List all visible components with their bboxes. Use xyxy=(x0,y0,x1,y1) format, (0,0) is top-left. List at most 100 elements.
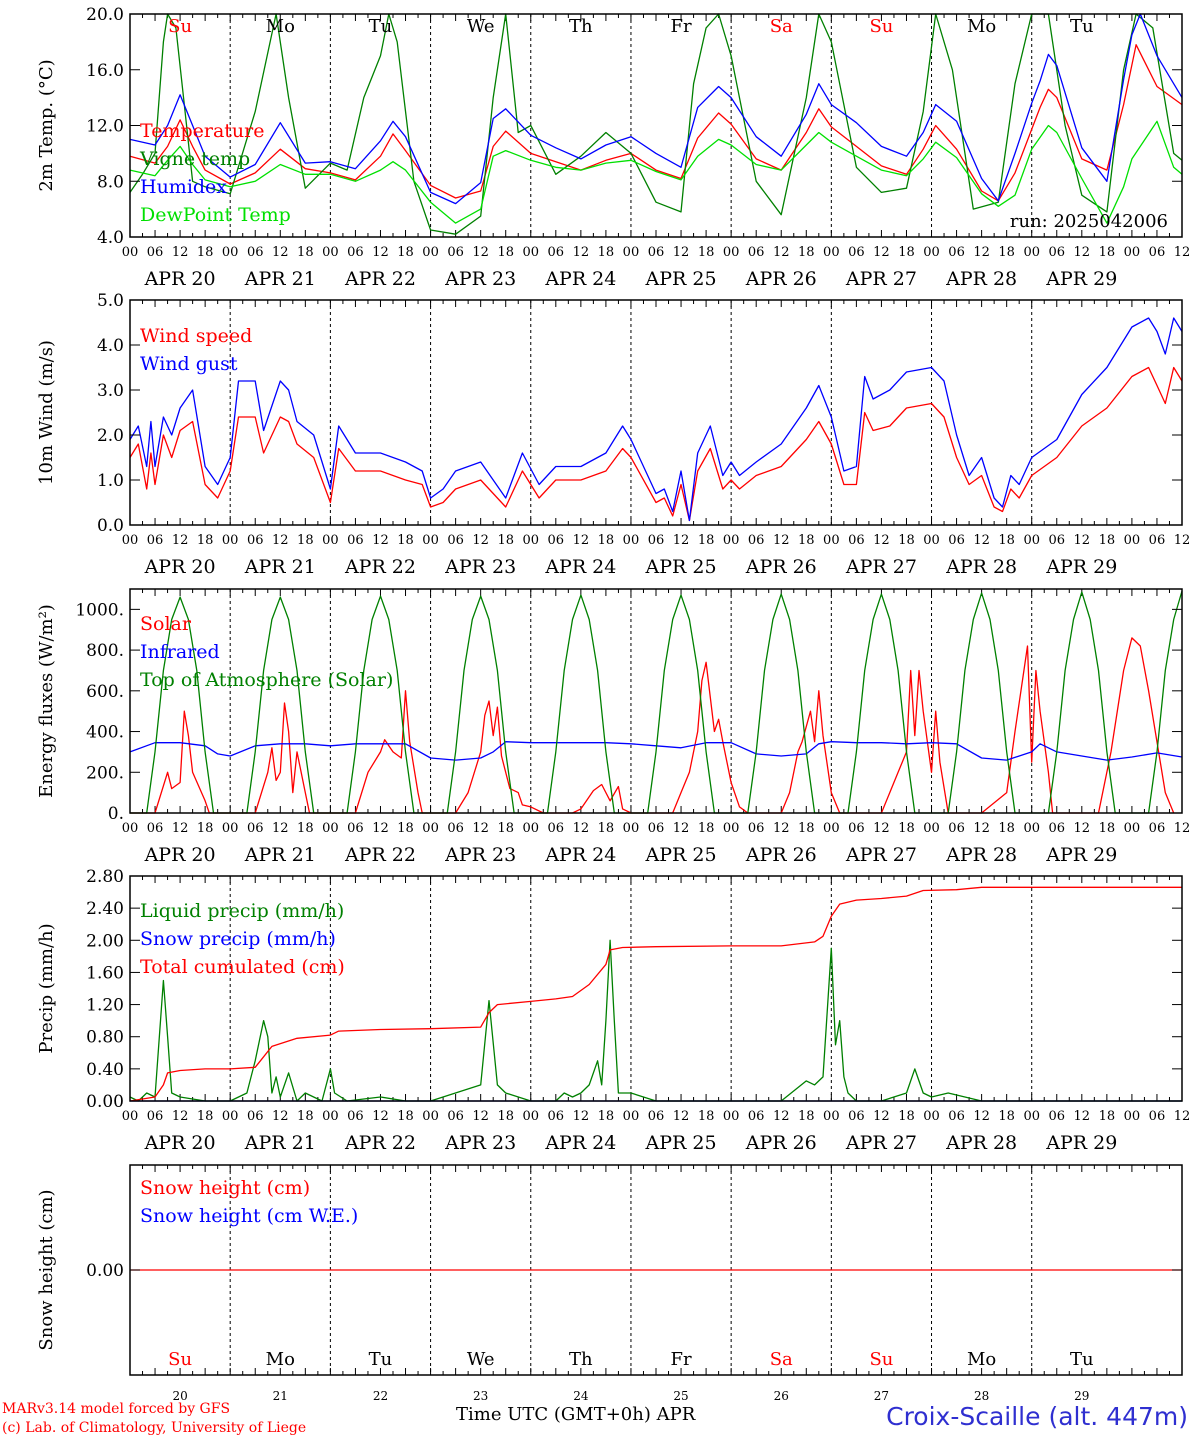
weekday-label: Sa xyxy=(770,16,793,37)
hour-tick-label: 06 xyxy=(1149,1109,1166,1124)
legend-entry: Wind gust xyxy=(140,353,238,375)
hour-tick-label: 00 xyxy=(322,1109,339,1124)
hour-tick-label: 06 xyxy=(1149,533,1166,548)
weekday-label: Mo xyxy=(967,16,996,37)
weekday-label: Su xyxy=(168,16,192,37)
hour-tick-label: 00 xyxy=(723,245,740,260)
hour-tick-label: 06 xyxy=(447,245,464,260)
legend-entry: Solar xyxy=(140,613,192,635)
series-line-top-of-atmosphere-solar- xyxy=(130,590,1183,814)
weekday-label: Fr xyxy=(671,1349,692,1370)
day-label: APR 26 xyxy=(745,1132,817,1154)
hour-tick-label: 18 xyxy=(798,533,815,548)
hour-tick-label: 00 xyxy=(222,821,239,836)
hour-tick-label: 06 xyxy=(147,533,164,548)
hour-tick-label: 12 xyxy=(172,1109,189,1124)
hour-tick-label: 00 xyxy=(1124,1109,1141,1124)
series-line-total-cumulated-cm- xyxy=(129,886,1182,1102)
hour-tick-label: 00 xyxy=(1124,533,1141,548)
hour-tick-label: 06 xyxy=(648,1109,665,1124)
legend-entry: Infrared xyxy=(140,641,220,663)
day-label: APR 22 xyxy=(344,1132,416,1154)
y-tick-label: 16.0 xyxy=(86,61,124,81)
day-label: APR 20 xyxy=(144,1132,216,1154)
hour-tick-label: 06 xyxy=(848,821,865,836)
hour-tick-label: 12 xyxy=(873,245,890,260)
hour-tick-label: 12 xyxy=(973,245,990,260)
series-line-dewpoint-temp xyxy=(129,120,1183,224)
day-label: APR 27 xyxy=(845,844,917,866)
legend-entry: Vigne temp xyxy=(139,148,250,170)
legend-entry: Snow precip (mm/h) xyxy=(140,928,336,950)
hour-tick-label: 00 xyxy=(422,533,439,548)
hour-tick-label: 00 xyxy=(623,821,640,836)
day-number-label: 27 xyxy=(874,1389,889,1403)
hour-tick-label: 00 xyxy=(823,1109,840,1124)
y-tick-label: 2.40 xyxy=(86,899,124,919)
hour-tick-label: 12 xyxy=(372,533,389,548)
day-number-label: 24 xyxy=(573,1389,589,1403)
hour-tick-label: 12 xyxy=(272,1109,289,1124)
hour-tick-label: 18 xyxy=(798,1109,815,1124)
hour-tick-label: 06 xyxy=(648,245,665,260)
y-tick-label: 1000. xyxy=(75,600,124,620)
hour-tick-label: 00 xyxy=(823,245,840,260)
hour-tick-label: 00 xyxy=(522,821,539,836)
hour-tick-label: 06 xyxy=(548,1109,565,1124)
day-label: APR 28 xyxy=(945,1132,1017,1154)
hour-tick-label: 12 xyxy=(973,821,990,836)
hour-tick-label: 06 xyxy=(948,533,965,548)
hour-tick-label: 18 xyxy=(898,245,915,260)
hour-tick-label: 06 xyxy=(1048,821,1065,836)
hour-tick-label: 18 xyxy=(798,821,815,836)
hour-tick-label: 00 xyxy=(522,533,539,548)
hour-tick-label: 00 xyxy=(823,821,840,836)
y-tick-label: 0.40 xyxy=(86,1060,124,1080)
y-tick-label: 4.0 xyxy=(97,336,124,356)
hour-tick-label: 06 xyxy=(147,245,164,260)
hour-tick-label: 12 xyxy=(573,821,590,836)
hour-tick-label: 00 xyxy=(1023,821,1040,836)
weekday-label: Th xyxy=(569,1349,593,1370)
hour-tick-label: 12 xyxy=(472,533,489,548)
hour-tick-label: 00 xyxy=(623,533,640,548)
hour-tick-label: 00 xyxy=(623,245,640,260)
hour-tick-label: 00 xyxy=(923,1109,940,1124)
day-label: APR 21 xyxy=(244,1132,316,1154)
legend-entry: Humidex xyxy=(140,176,227,198)
hour-tick-label: 18 xyxy=(1099,245,1116,260)
hour-tick-label: 12 xyxy=(172,245,189,260)
y-tick-label: 200. xyxy=(86,763,124,783)
hour-tick-label: 12 xyxy=(573,1109,590,1124)
hour-tick-label: 06 xyxy=(848,1109,865,1124)
y-axis-label: Energy fluxes (W/m²) xyxy=(36,604,57,798)
series-line-wind-gust xyxy=(129,317,1183,522)
hour-tick-label: 18 xyxy=(898,821,915,836)
hour-tick-label: 12 xyxy=(472,245,489,260)
hour-tick-label: 12 xyxy=(272,821,289,836)
day-label: APR 26 xyxy=(745,556,817,578)
hour-tick-label: 06 xyxy=(347,533,364,548)
y-tick-label: 2.80 xyxy=(86,867,124,887)
y-tick-label: 2.00 xyxy=(86,931,124,951)
hour-tick-label: 18 xyxy=(1099,821,1116,836)
day-label: APR 21 xyxy=(244,844,316,866)
hour-tick-label: 00 xyxy=(723,533,740,548)
hour-tick-label: 12 xyxy=(172,533,189,548)
hour-tick-label: 18 xyxy=(397,245,414,260)
day-label: APR 28 xyxy=(945,556,1017,578)
day-label: APR 27 xyxy=(845,1132,917,1154)
hour-tick-label: 06 xyxy=(147,821,164,836)
hour-tick-label: 00 xyxy=(1124,821,1141,836)
hour-tick-label: 06 xyxy=(648,533,665,548)
hour-tick-label: 00 xyxy=(222,533,239,548)
hour-tick-label: 00 xyxy=(122,533,139,548)
hour-tick-label: 00 xyxy=(322,533,339,548)
hour-tick-label: 06 xyxy=(548,533,565,548)
hour-tick-label: 12 xyxy=(1074,821,1091,836)
hour-tick-label: 06 xyxy=(848,533,865,548)
legend-entry: Snow height (cm) xyxy=(140,1177,310,1199)
hour-tick-label: 12 xyxy=(1174,1109,1191,1124)
hour-tick-label: 12 xyxy=(372,245,389,260)
